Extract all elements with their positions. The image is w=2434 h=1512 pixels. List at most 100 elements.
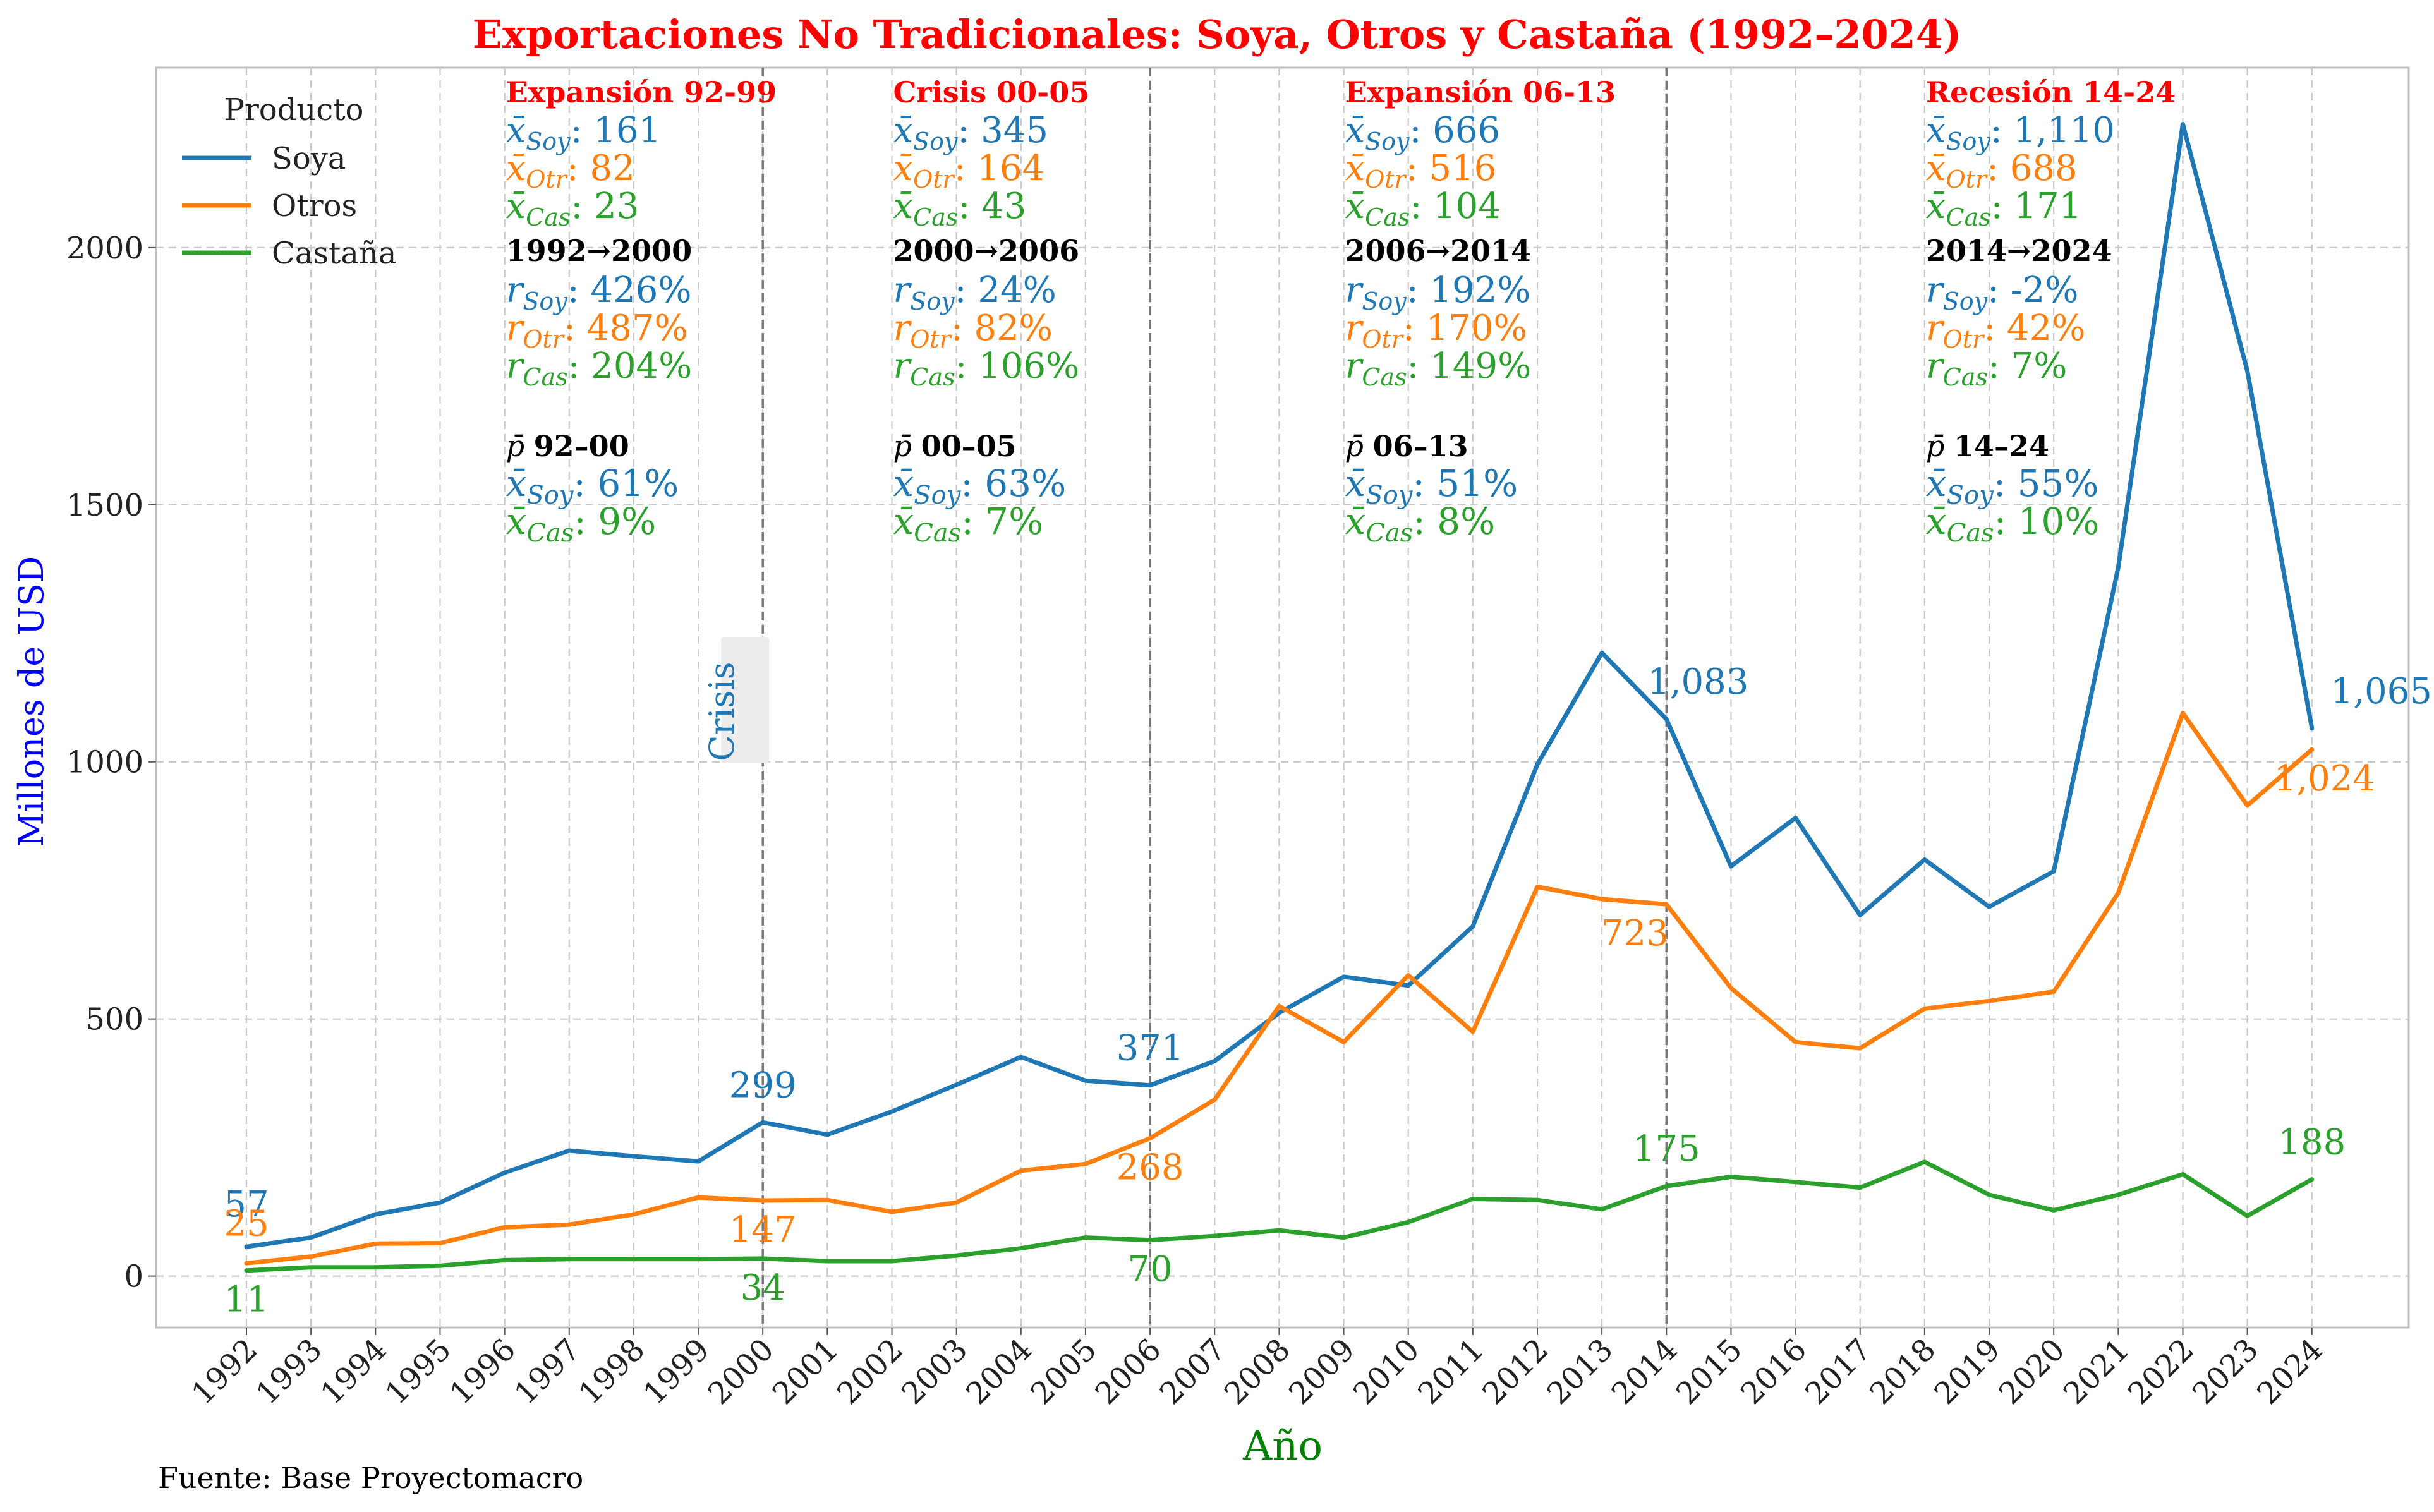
period-title: Expansión 06-13 bbox=[1345, 75, 1616, 109]
growth-subscript: Soy bbox=[523, 287, 567, 315]
growth-symbol: r bbox=[506, 308, 525, 349]
growth-symbol: r bbox=[1345, 308, 1364, 349]
point-label: 371 bbox=[1117, 1028, 1184, 1069]
x-tick-label: 2014 bbox=[1605, 1332, 1685, 1412]
point-label: 1,024 bbox=[2274, 758, 2375, 799]
mean-value: : 164 bbox=[954, 148, 1045, 189]
mean-subscript: Otr bbox=[913, 166, 955, 193]
point-label: 34 bbox=[741, 1267, 785, 1309]
point-label: 268 bbox=[1117, 1147, 1184, 1188]
share-subscript: Cas bbox=[1947, 519, 1994, 548]
mean-subscript: Cas bbox=[1365, 203, 1410, 231]
growth-title: 2006→2014 bbox=[1345, 234, 1532, 268]
share-subscript: Soy bbox=[914, 481, 961, 510]
y-tick-label: 500 bbox=[85, 1002, 143, 1037]
x-tick-label: 2007 bbox=[1153, 1332, 1233, 1412]
growth-title: 2014→2024 bbox=[1926, 234, 2112, 268]
share-mean-symbol: x̄ bbox=[1926, 462, 1947, 505]
y-tick-label: 1000 bbox=[66, 745, 143, 780]
point-label: 175 bbox=[1633, 1128, 1700, 1170]
share-subscript: Cas bbox=[914, 519, 961, 548]
growth-symbol: r bbox=[506, 270, 525, 311]
mean-symbol: x̄ bbox=[1345, 186, 1365, 227]
x-tick-label: 2020 bbox=[1992, 1332, 2072, 1412]
grid bbox=[156, 68, 2409, 1328]
share-mean-symbol: x̄ bbox=[1345, 462, 1366, 505]
period-mean: x̄Otr: 82 bbox=[506, 148, 635, 193]
source-note: Fuente: Base Proyectomacro bbox=[158, 1461, 583, 1495]
mean-subscript: Otr bbox=[1946, 166, 1988, 193]
mean-subscript: Cas bbox=[526, 203, 571, 231]
share-mean-symbol: x̄ bbox=[1926, 500, 1947, 543]
share-symbol: p̄ bbox=[1345, 429, 1373, 463]
period-growth: rCas: 204% bbox=[506, 346, 693, 391]
share-range: 14–24 bbox=[1954, 429, 2049, 463]
series-line-castaña bbox=[244, 1159, 2315, 1273]
mean-value: : 82 bbox=[567, 148, 635, 189]
growth-title: 1992→2000 bbox=[506, 234, 693, 268]
period-growth: rCas: 106% bbox=[893, 346, 1079, 391]
growth-subscript: Cas bbox=[1943, 363, 1988, 391]
growth-value: : -2% bbox=[1987, 270, 2078, 311]
legend-label-castaña: Castaña bbox=[272, 236, 396, 271]
mean-value: : 161 bbox=[571, 110, 662, 151]
mean-value: : 43 bbox=[958, 186, 1026, 227]
x-tick-label: 2019 bbox=[1928, 1332, 2007, 1412]
growth-subscript: Soy bbox=[910, 287, 955, 315]
point-label: 70 bbox=[1127, 1249, 1172, 1290]
x-tick-label: 1995 bbox=[378, 1332, 458, 1412]
growth-title: 2000→2006 bbox=[893, 234, 1079, 268]
point-label: 25 bbox=[224, 1203, 269, 1244]
period-title: Crisis 00-05 bbox=[893, 75, 1089, 109]
period-mean: x̄Cas: 104 bbox=[1345, 186, 1501, 231]
legend-label-otros: Otros bbox=[272, 188, 357, 224]
share-subscript: Soy bbox=[1947, 481, 1994, 510]
crisis-label: Crisis bbox=[702, 662, 742, 761]
mean-value: : 345 bbox=[957, 110, 1048, 151]
period-growth: rSoy: -2% bbox=[1926, 270, 2079, 315]
period-growth: rOtr: 82% bbox=[893, 308, 1053, 353]
period-mean: x̄Soy: 345 bbox=[893, 110, 1048, 155]
x-tick-label: 2010 bbox=[1347, 1332, 1426, 1412]
x-tick-label: 2013 bbox=[1541, 1332, 1620, 1412]
share-symbol: p̄ bbox=[506, 429, 534, 463]
mean-symbol: x̄ bbox=[893, 110, 913, 151]
series-line-otros bbox=[244, 710, 2315, 1266]
period-mean: x̄Cas: 23 bbox=[506, 186, 639, 231]
x-tick-label: 2009 bbox=[1282, 1332, 1362, 1412]
growth-subscript: Otr bbox=[523, 325, 565, 353]
period-growth: rSoy: 192% bbox=[1345, 270, 1531, 315]
share-value: : 55% bbox=[1994, 462, 2099, 505]
x-tick-label: 2017 bbox=[1798, 1332, 1878, 1412]
growth-value: : 82% bbox=[951, 308, 1053, 349]
point-label: 57 bbox=[224, 1184, 269, 1225]
legend-label-soya: Soya bbox=[272, 141, 346, 176]
share-title: p̄ 14–24 bbox=[1926, 429, 2049, 463]
growth-subscript: Cas bbox=[910, 363, 955, 391]
share-subscript: Cas bbox=[1365, 519, 1413, 548]
growth-value: : 426% bbox=[567, 270, 692, 311]
growth-subscript: Otr bbox=[1943, 325, 1985, 353]
x-tick-label: 1992 bbox=[185, 1332, 265, 1412]
growth-symbol: r bbox=[1345, 346, 1364, 387]
x-tick-label: 2006 bbox=[1089, 1332, 1168, 1412]
mean-subscript: Otr bbox=[526, 166, 568, 193]
mean-value: : 516 bbox=[1406, 148, 1497, 189]
mean-subscript: Otr bbox=[1365, 166, 1407, 193]
mean-subscript: Cas bbox=[1946, 203, 1990, 231]
x-tick-label: 2015 bbox=[1669, 1332, 1749, 1412]
growth-value: : 170% bbox=[1403, 308, 1527, 349]
growth-symbol: r bbox=[1345, 270, 1364, 311]
mean-symbol: x̄ bbox=[1926, 110, 1946, 151]
share-symbol: p̄ bbox=[893, 429, 921, 463]
period-share: x̄Cas: 9% bbox=[506, 500, 657, 548]
mean-symbol: x̄ bbox=[506, 186, 526, 227]
period-title: Recesión 14-24 bbox=[1926, 75, 2176, 109]
x-tick-label: 2023 bbox=[2186, 1332, 2265, 1412]
period-growth: rCas: 7% bbox=[1926, 346, 2068, 391]
share-value: : 51% bbox=[1412, 462, 1518, 505]
growth-symbol: r bbox=[1926, 346, 1945, 387]
legend-title: Producto bbox=[224, 92, 364, 128]
period-growth: rSoy: 24% bbox=[893, 270, 1056, 315]
